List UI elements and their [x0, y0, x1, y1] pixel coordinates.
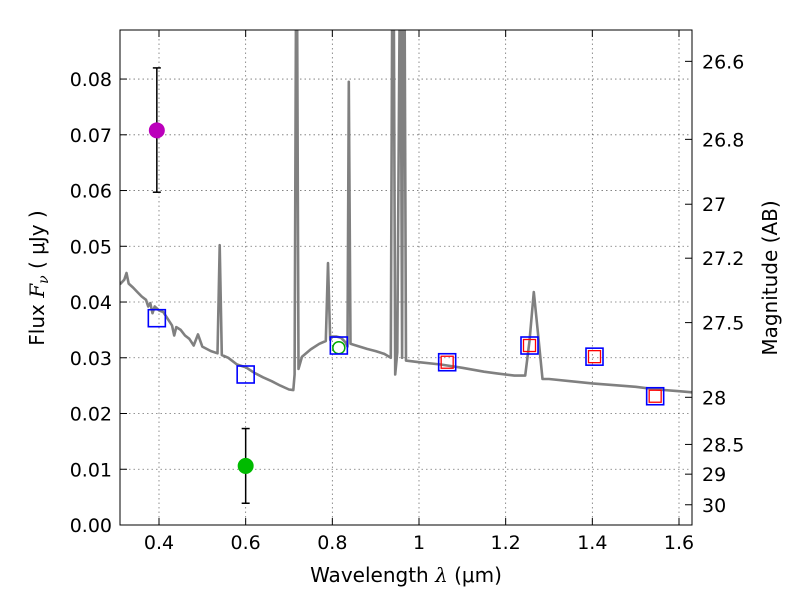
- y-tick-label: 0.04: [70, 292, 112, 314]
- x-tick-label: 0.6: [231, 532, 261, 554]
- y-axis-label: Flux Fν ( μJy ): [25, 210, 52, 345]
- y2-tick-label: 27: [702, 194, 726, 216]
- grid-layer: [120, 30, 692, 525]
- magenta-detection-marker: [148, 122, 165, 139]
- y2-tick-label: 26.8: [702, 129, 744, 151]
- x-tick-label: 1: [413, 532, 425, 554]
- y2-tick-label: 30: [702, 495, 726, 517]
- model-marker: [585, 347, 604, 366]
- model-marker: [329, 336, 349, 355]
- y2-tick-label: 28.5: [702, 434, 744, 456]
- green-detection-marker: [237, 457, 254, 474]
- observed-marker: [648, 389, 662, 403]
- y-tick-label: 0.08: [70, 69, 112, 91]
- tick-layer: 0.4 0.6 0.8 1 1.2 1.4 1.6 0.00 0.01 0.02 0.03 0.04 0…: [70, 30, 744, 554]
- x-tick-label: 1.2: [491, 532, 521, 554]
- data-layer: [120, 30, 692, 505]
- x-tick-label: 0.4: [144, 532, 174, 554]
- y2-tick-label: 27.5: [702, 313, 744, 335]
- model-marker: [236, 365, 255, 384]
- y-tick-label: 0.02: [70, 404, 112, 426]
- x-tick-label: 1.4: [577, 532, 607, 554]
- y2-axis-label: Magnitude (AB): [758, 200, 782, 355]
- model-marker: [520, 336, 539, 355]
- green-open-marker: [332, 340, 346, 355]
- observed-marker: [522, 338, 537, 353]
- spectrum-line: [120, 30, 692, 394]
- y-tick-label: 0.03: [70, 348, 112, 370]
- y2-tick-label: 27.2: [702, 248, 744, 270]
- observed-marker: [587, 350, 602, 364]
- y-tick-label: 0.00: [70, 515, 112, 537]
- x-tick-label: 0.8: [317, 532, 347, 554]
- x-axis-label: Wavelength λ (μm): [310, 563, 502, 587]
- y-tick-label: 0.05: [70, 236, 112, 258]
- x-tick-label: 1.6: [664, 532, 694, 554]
- y2-tick-label: 28: [702, 387, 726, 409]
- model-marker: [147, 308, 167, 328]
- y2-tick-label: 26.6: [702, 51, 744, 73]
- y-tick-label: 0.06: [70, 181, 112, 203]
- y2-tick-label: 29: [702, 464, 726, 486]
- observed-marker: [440, 355, 454, 369]
- plot-frame: [119, 29, 693, 526]
- y-tick-label: 0.07: [70, 125, 112, 147]
- model-marker: [645, 386, 665, 406]
- y-tick-label: 0.01: [70, 459, 112, 481]
- model-marker: [437, 352, 457, 372]
